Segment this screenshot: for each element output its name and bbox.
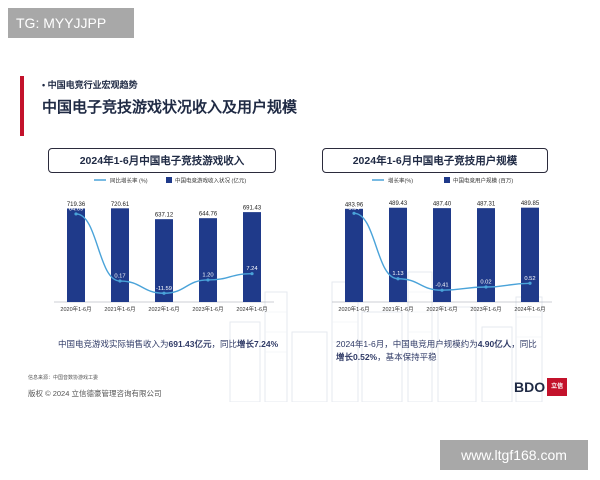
bar-label: 483.96 [345,202,364,208]
bar [67,208,85,302]
category-label: 2024年1-6月 [236,305,267,313]
legend-bar-label: 中国电竞用户规模 (百万) [453,177,513,185]
section-label: • 中国电竞行业宏观趋势 [42,80,138,90]
chart2-caption: 2024年1-6月，中国电竞用户规模约为4.90亿人，同比增长0.52%，基本保… [336,338,566,364]
chart2-title: 2024年1-6月中国电子竞技用户规模 [322,148,548,173]
growth-point [352,211,356,215]
legend-bar-swatch [444,177,450,183]
bar [433,208,451,302]
growth-point [74,212,78,216]
bar-label: 691.43 [243,206,262,212]
growth-label: 0.02 [480,279,491,285]
growth-point [440,288,444,292]
bar [243,212,261,302]
growth-label: -0.41 [435,283,448,289]
growth-label: 1.20 [202,272,213,278]
growth-point [250,272,254,276]
category-label: 2023年1-6月 [470,305,501,313]
bar-label: 719.36 [67,202,86,208]
chart2-caption-growth: 增长0.52% [336,352,378,362]
bdo-logo-text: BDO [514,379,546,395]
growth-point [396,277,400,281]
chart1-caption-value: 691.43亿元 [168,339,212,349]
bar-label: 637.12 [155,213,174,219]
chart2: 增长率(%) 中国电竞用户规模 (百万) 483.96 2020年1-6月 489.43… [332,177,552,313]
page-title: 中国电子竞技游戏状况收入及用户规模 [42,99,298,116]
watermark-top: TG: MYYJJPP [8,8,134,38]
bar [199,218,217,302]
growth-line [75,213,253,294]
bar [389,207,407,302]
bar-label: 487.40 [433,202,452,208]
growth-point [206,278,210,282]
bar [477,208,495,302]
category-label: 2021年1-6月 [104,305,135,313]
chart2-caption-tail: ，基本保持平稳 [377,352,437,362]
category-label: 2020年1-6月 [60,305,91,313]
chart1: 同比增长率 (%) 中国电竞游戏收入状况 (亿元) 719.36 2020年1-6月 7… [54,177,274,313]
legend-line-label: 增长率(%) [388,177,413,185]
bar [345,208,363,302]
bar-label: 644.76 [199,212,218,218]
bar [111,208,129,302]
chart1-caption-mid: ，同比 [211,339,238,349]
source-note: 信息来源：中国音数协游戏工委 [28,375,99,381]
growth-label: 0.52 [524,276,535,282]
growth-line [353,212,531,291]
accent-bar [20,76,24,136]
growth-point [528,281,532,285]
category-label: 2022年1-6月 [426,305,457,313]
growth-label: 64.69 [69,206,84,212]
chart1-caption-plain: 中国电竞游戏实际销售收入为 [58,339,169,349]
growth-label: 7.24 [246,266,258,272]
bar-label: 489.43 [389,201,408,207]
legend-line-label: 同比增长率 (%) [110,177,148,185]
bdo-logo: BDO 立信 [514,378,568,396]
bar [521,207,539,302]
bdo-logo-mark: 立信 [547,378,568,396]
watermark-bottom: www.ltgf168.com [440,440,588,470]
copyright: 版权 © 2024 立信德豪管理咨询有限公司 [28,389,162,398]
category-label: 2020年1-6月 [338,305,369,313]
category-label: 2023年1-6月 [192,305,223,313]
bar [155,219,173,302]
category-label: 2024年1-6月 [514,305,545,313]
growth-label: -11.59 [156,286,172,292]
chart1-caption: 中国电竞游戏实际销售收入为691.43亿元，同比增长7.24% [58,338,298,351]
slide: • 中国电竞行业宏观趋势 中国电子竞技游戏状况收入及用户规模 [20,52,580,412]
category-label: 2021年1-6月 [382,305,413,313]
growth-point [162,291,166,295]
chart2-caption-mid: ，同比 [511,339,537,349]
bar-label: 489.85 [521,201,540,207]
growth-point [484,285,488,289]
bar-label: 487.31 [477,202,496,208]
category-label: 2022年1-6月 [148,305,179,313]
growth-label: 9.94 [348,206,360,212]
chart1-title: 2024年1-6月中国电子竞技游戏收入 [48,148,276,173]
chart2-caption-value: 4.90亿人 [477,339,512,349]
growth-label: 0.17 [114,274,125,280]
bar-label: 720.61 [111,202,130,208]
legend-bar-swatch [166,177,172,183]
growth-label: 1.13 [392,271,403,277]
chart2-caption-line1: 2024年1-6月，中国电竞用户规模约为 [336,339,478,349]
growth-point [118,279,122,283]
chart1-caption-growth: 增长7.24% [237,339,279,349]
legend-bar-label: 中国电竞游戏收入状况 (亿元) [175,177,246,185]
